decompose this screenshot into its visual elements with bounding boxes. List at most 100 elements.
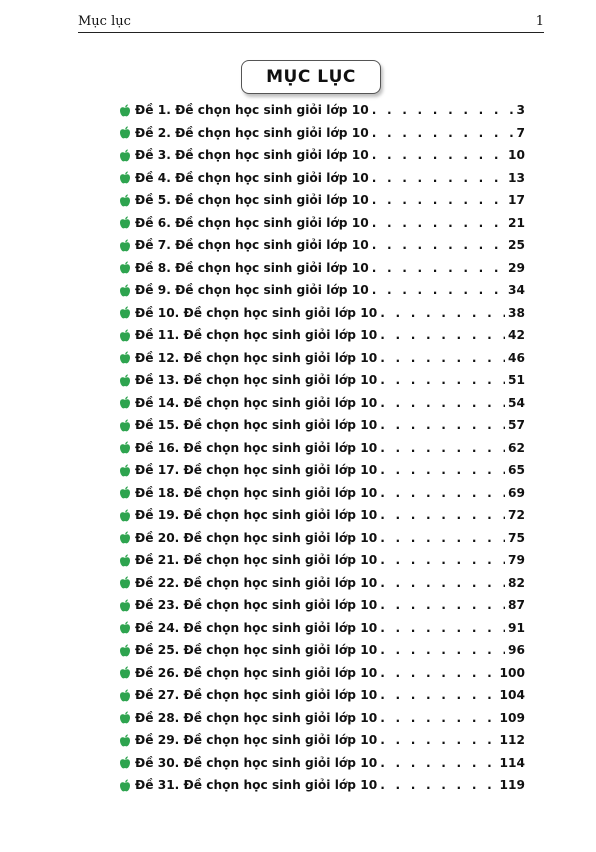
toc-entry-page: 34 [508, 283, 525, 298]
toc-entry[interactable]: Đề 4. Đề chọn học sinh giỏi lớp 10 13 [119, 167, 525, 190]
toc-entry[interactable]: Đề 20. Đề chọn học sinh giỏi lớp 10 75 [119, 527, 525, 550]
toc-entry-page: 51 [508, 373, 525, 388]
toc-entry-page: 91 [508, 620, 525, 635]
toc-entry-page: 29 [508, 260, 525, 275]
toc-entry-label: Đề 15. Đề chọn học sinh giỏi lớp 10 [135, 418, 378, 433]
dot-leader [380, 621, 505, 635]
apple-icon [120, 531, 130, 544]
dot-leader [372, 216, 505, 230]
toc-entry-label: Đề 5. Đề chọn học sinh giỏi lớp 10 [135, 193, 369, 208]
toc-entry-page: 79 [508, 553, 525, 568]
toc-entry-label: Đề 14. Đề chọn học sinh giỏi lớp 10 [135, 395, 378, 410]
dot-leader [372, 126, 514, 140]
toc-entry-label: Đề 31. Đề chọn học sinh giỏi lớp 10 [135, 778, 378, 793]
toc-entry-page: 104 [499, 688, 525, 703]
toc-entry-page: 25 [508, 238, 525, 253]
dot-leader [380, 576, 505, 590]
toc-entry-page: 38 [508, 305, 525, 320]
apple-icon [120, 261, 130, 274]
toc-entry[interactable]: Đề 19. Đề chọn học sinh giỏi lớp 10 72 [119, 504, 525, 527]
toc-entry-label: Đề 8. Đề chọn học sinh giỏi lớp 10 [135, 260, 369, 275]
toc-entry[interactable]: Đề 21. Đề chọn học sinh giỏi lớp 10 79 [119, 549, 525, 572]
toc-entry-page: 87 [508, 598, 525, 613]
dot-leader [380, 306, 505, 320]
toc-entry[interactable]: Đề 24. Đề chọn học sinh giỏi lớp 10 91 [119, 617, 525, 640]
toc-entry[interactable]: Đề 28. Đề chọn học sinh giỏi lớp 10 109 [119, 707, 525, 730]
toc-entry-page: 17 [508, 193, 525, 208]
toc-entry[interactable]: Đề 10. Đề chọn học sinh giỏi lớp 10 38 [119, 302, 525, 325]
dot-leader [372, 148, 505, 162]
toc-entry[interactable]: Đề 6. Đề chọn học sinh giỏi lớp 10 21 [119, 212, 525, 235]
toc-entry[interactable]: Đề 17. Đề chọn học sinh giỏi lớp 10 65 [119, 459, 525, 482]
apple-icon [120, 194, 130, 207]
toc-entry-label: Đề 12. Đề chọn học sinh giỏi lớp 10 [135, 350, 378, 365]
dot-leader [380, 441, 505, 455]
toc-entry-label: Đề 28. Đề chọn học sinh giỏi lớp 10 [135, 710, 378, 725]
apple-icon [120, 509, 130, 522]
toc-entry-page: 96 [508, 643, 525, 658]
toc-entry[interactable]: Đề 5. Đề chọn học sinh giỏi lớp 10 17 [119, 189, 525, 212]
apple-icon [120, 284, 130, 297]
toc-entry[interactable]: Đề 12. Đề chọn học sinh giỏi lớp 10 46 [119, 347, 525, 370]
dot-leader [372, 103, 514, 117]
apple-icon [120, 644, 130, 657]
toc-entry-page: 54 [508, 395, 525, 410]
toc-entry[interactable]: Đề 1. Đề chọn học sinh giỏi lớp 10 3 [119, 99, 525, 122]
dot-leader [380, 328, 505, 342]
toc-entry[interactable]: Đề 8. Đề chọn học sinh giỏi lớp 10 29 [119, 257, 525, 280]
toc-entry[interactable]: Đề 26. Đề chọn học sinh giỏi lớp 10 100 [119, 662, 525, 685]
toc-entry-page: 109 [499, 710, 525, 725]
apple-icon [120, 149, 130, 162]
toc-entry-label: Đề 1. Đề chọn học sinh giỏi lớp 10 [135, 103, 369, 118]
toc-entry-page: 114 [499, 755, 525, 770]
toc-entry[interactable]: Đề 16. Đề chọn học sinh giỏi lớp 10 62 [119, 437, 525, 460]
apple-icon [120, 351, 130, 364]
dot-leader [380, 486, 505, 500]
toc-entry[interactable]: Đề 15. Đề chọn học sinh giỏi lớp 10 57 [119, 414, 525, 437]
toc-entry[interactable]: Đề 14. Đề chọn học sinh giỏi lớp 10 54 [119, 392, 525, 415]
toc-entry[interactable]: Đề 23. Đề chọn học sinh giỏi lớp 10 87 [119, 594, 525, 617]
toc-entry[interactable]: Đề 30. Đề chọn học sinh giỏi lớp 10 114 [119, 752, 525, 775]
apple-icon [120, 621, 130, 634]
dot-leader [380, 553, 505, 567]
toc-entry-label: Đề 3. Đề chọn học sinh giỏi lớp 10 [135, 148, 369, 163]
toc-entry-label: Đề 18. Đề chọn học sinh giỏi lớp 10 [135, 485, 378, 500]
apple-icon [120, 104, 130, 117]
toc-entry[interactable]: Đề 29. Đề chọn học sinh giỏi lớp 10 112 [119, 729, 525, 752]
dot-leader [372, 261, 505, 275]
dot-leader [380, 373, 505, 387]
toc-entry-page: 3 [516, 103, 525, 118]
toc-entry[interactable]: Đề 11. Đề chọn học sinh giỏi lớp 10 42 [119, 324, 525, 347]
toc-entry-label: Đề 22. Đề chọn học sinh giỏi lớp 10 [135, 575, 378, 590]
toc-entry-page: 46 [508, 350, 525, 365]
toc-entry[interactable]: Đề 27. Đề chọn học sinh giỏi lớp 10 104 [119, 684, 525, 707]
apple-icon [120, 441, 130, 454]
apple-icon [120, 329, 130, 342]
toc-entry[interactable]: Đề 22. Đề chọn học sinh giỏi lớp 10 82 [119, 572, 525, 595]
dot-leader [380, 351, 505, 365]
apple-icon [120, 734, 130, 747]
toc-entry[interactable]: Đề 18. Đề chọn học sinh giỏi lớp 10 69 [119, 482, 525, 505]
dot-leader [380, 643, 505, 657]
toc-entry[interactable]: Đề 13. Đề chọn học sinh giỏi lớp 10 51 [119, 369, 525, 392]
dot-leader [372, 238, 505, 252]
table-of-contents: Đề 1. Đề chọn học sinh giỏi lớp 10 3 Đề 2.… [119, 99, 525, 797]
dot-leader [372, 193, 505, 207]
toc-entry-page: 57 [508, 418, 525, 433]
toc-entry[interactable]: Đề 7. Đề chọn học sinh giỏi lớp 10 25 [119, 234, 525, 257]
toc-entry[interactable]: Đề 2. Đề chọn học sinh giỏi lớp 10 7 [119, 122, 525, 145]
toc-entry[interactable]: Đề 25. Đề chọn học sinh giỏi lớp 10 96 [119, 639, 525, 662]
toc-entry-label: Đề 25. Đề chọn học sinh giỏi lớp 10 [135, 643, 378, 658]
toc-entry[interactable]: Đề 9. Đề chọn học sinh giỏi lớp 10 34 [119, 279, 525, 302]
toc-entry-label: Đề 30. Đề chọn học sinh giỏi lớp 10 [135, 755, 378, 770]
toc-entry-label: Đề 7. Đề chọn học sinh giỏi lớp 10 [135, 238, 369, 253]
apple-icon [120, 756, 130, 769]
toc-entry-label: Đề 27. Đề chọn học sinh giỏi lớp 10 [135, 688, 378, 703]
dot-leader [380, 688, 496, 702]
toc-entry[interactable]: Đề 3. Đề chọn học sinh giỏi lớp 10 10 [119, 144, 525, 167]
toc-entry[interactable]: Đề 31. Đề chọn học sinh giỏi lớp 10 119 [119, 774, 525, 797]
toc-entry-label: Đề 11. Đề chọn học sinh giỏi lớp 10 [135, 328, 378, 343]
apple-icon [120, 554, 130, 567]
dot-leader [380, 396, 505, 410]
dot-leader [380, 598, 505, 612]
